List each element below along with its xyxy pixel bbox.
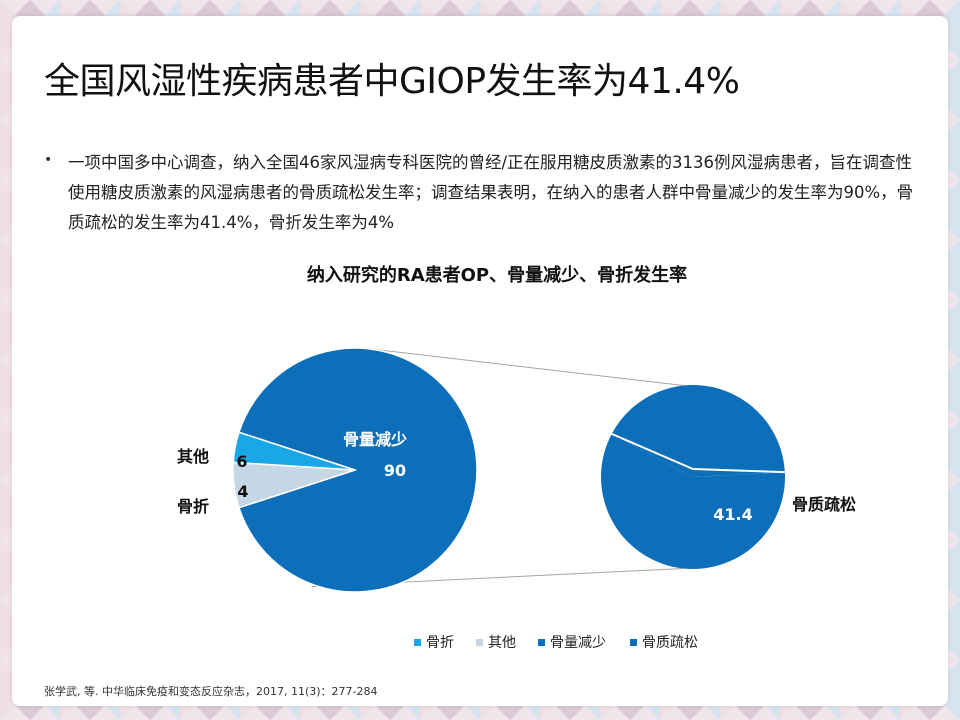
secondary-pie <box>601 385 785 569</box>
bullet-text: 一项中国多中心调查，纳入全国46家风湿病专科医院的曾经/正在服用糖皮质激素的31… <box>68 153 914 232</box>
data-label-fracture-name: 骨折 <box>177 497 209 516</box>
legend-swatch-osteoporosis <box>630 639 637 646</box>
legend-label-osteoporosis: 骨质疏松 <box>642 635 698 651</box>
legend-label-other: 其他 <box>488 635 516 651</box>
main-pie <box>232 347 478 593</box>
legend-swatch-other <box>476 639 483 646</box>
connector-line-top <box>362 347 684 387</box>
slide-title: 全国风湿性疾病患者中GIOP发生率为41.4% <box>44 61 740 102</box>
legend-swatch-bone-loss <box>538 639 545 646</box>
legend-label-bone-loss: 骨量减少 <box>550 635 606 651</box>
chart-title: 纳入研究的RA患者OP、骨量减少、骨折发生率 <box>307 264 687 286</box>
data-label-other-name: 其他 <box>177 447 209 466</box>
slice-remainder <box>601 433 785 569</box>
legend-swatch-fracture <box>414 639 421 646</box>
data-label-osteoporosis-value: 41.4 <box>713 505 752 524</box>
slice-fracture <box>232 431 356 471</box>
data-label-bone-loss-name: 骨量减少 <box>343 430 407 449</box>
data-label-osteoporosis-name: 骨质疏松 <box>792 495 856 514</box>
slide-card <box>12 16 948 706</box>
data-label-bone-loss-value: 90 <box>384 461 406 480</box>
bullet-point-icon: • <box>44 152 53 168</box>
legend-label-fracture: 骨折 <box>426 635 454 651</box>
slice-bone-loss <box>238 347 478 593</box>
data-label-fracture-value: 4 <box>237 482 248 501</box>
citation-footnote: 张学武, 等. 中华临床免疫和变态反应杂志，2017, 11(3)：277-28… <box>44 685 378 698</box>
slice-osteoporosis <box>611 385 785 477</box>
data-label-other-value: 6 <box>236 452 247 471</box>
chart-legend: 骨折 其他 骨量减少 骨质疏松 <box>414 635 698 651</box>
secondary-pie-divider <box>611 432 785 474</box>
